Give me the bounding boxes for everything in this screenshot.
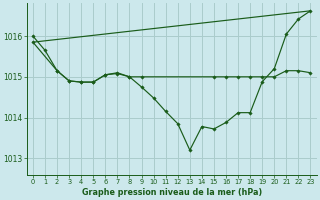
X-axis label: Graphe pression niveau de la mer (hPa): Graphe pression niveau de la mer (hPa): [82, 188, 262, 197]
